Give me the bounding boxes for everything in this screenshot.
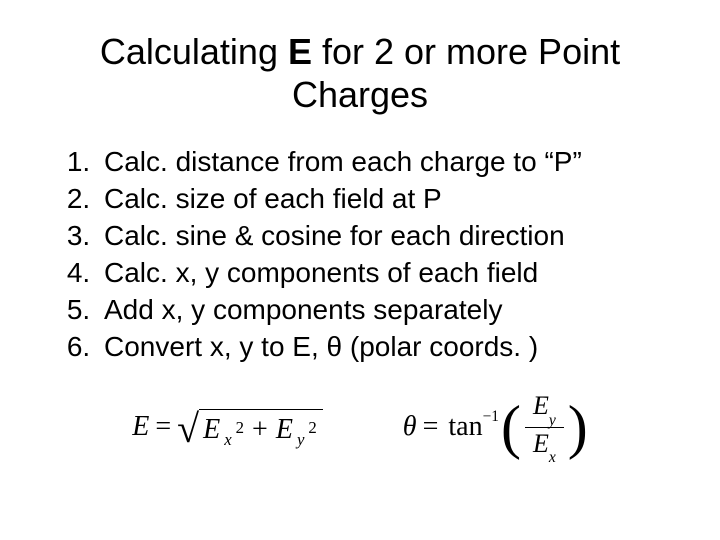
f1-t2-sup: 2 xyxy=(308,418,316,438)
f1-t1-sup: 2 xyxy=(236,418,244,438)
f1-t1-sub: x xyxy=(224,430,231,450)
f2-den-sub: x xyxy=(549,449,556,466)
paren-group: ( Ey Ex ) xyxy=(501,392,588,462)
f1-plus: + xyxy=(252,414,268,446)
lparen-icon: ( xyxy=(501,403,521,451)
list-item: Calc. distance from each charge to “P” xyxy=(98,144,680,179)
slide-title: Calculating E for 2 or more Point Charge… xyxy=(70,30,650,116)
f1-lhs: E xyxy=(132,411,149,443)
formula-magnitude: E = √ Ex2 + Ey2 xyxy=(132,392,323,462)
fraction-num: Ey xyxy=(525,392,564,426)
title-pre: Calculating xyxy=(100,31,288,72)
f2-fn: tan xyxy=(448,411,482,443)
f2-eq: = xyxy=(423,411,439,443)
sqrt-icon: √ Ex2 + Ey2 xyxy=(177,409,323,446)
f1-t2-base: E xyxy=(276,414,293,446)
title-post: for 2 or more Point Charges xyxy=(292,31,620,115)
formulas-row: E = √ Ex2 + Ey2 θ = tan−1 ( Ey xyxy=(40,392,680,462)
rparen-icon: ) xyxy=(568,403,588,451)
list-item: Add x, y components separately xyxy=(98,292,680,327)
radicand: Ex2 + Ey2 xyxy=(199,409,323,446)
f2-num-sub: y xyxy=(549,412,556,429)
list-item: Convert x, y to E, θ (polar coords. ) xyxy=(98,329,680,364)
f2-den-base: E xyxy=(533,429,549,458)
f2-num-base: E xyxy=(533,391,549,420)
f1-eq: = xyxy=(155,411,171,443)
radical-symbol: √ xyxy=(177,413,199,445)
list-item: Calc. size of each field at P xyxy=(98,181,680,216)
f1-t2-sub: y xyxy=(297,430,304,450)
formula-angle: θ = tan−1 ( Ey Ex ) xyxy=(403,392,588,462)
list-item: Calc. x, y components of each field xyxy=(98,255,680,290)
title-bold-e: E xyxy=(288,31,312,72)
f2-inv: −1 xyxy=(483,408,499,426)
slide: Calculating E for 2 or more Point Charge… xyxy=(0,0,720,540)
fraction: Ey Ex xyxy=(525,392,564,462)
steps-list: Calc. distance from each charge to “P” C… xyxy=(50,144,680,364)
f2-lhs: θ xyxy=(403,411,417,443)
fraction-den: Ex xyxy=(525,427,564,462)
f1-t1-base: E xyxy=(203,414,220,446)
list-item: Calc. sine & cosine for each direction xyxy=(98,218,680,253)
